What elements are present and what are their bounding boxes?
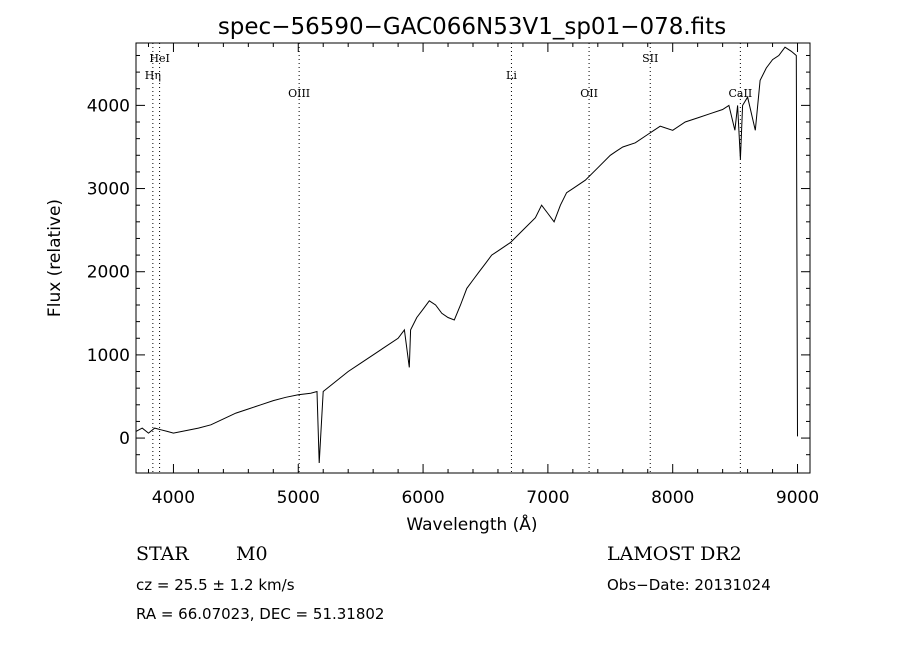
x-tick-label: 8000 [651,488,694,508]
survey-name: LAMOST DR2 [607,543,742,565]
x-tick-label: 4000 [152,488,195,508]
line-marker-label: CaII [729,87,753,100]
y-tick-label: 1000 [87,346,130,366]
x-tick-label: 5000 [277,488,320,508]
y-axis-label: Flux (relative) [45,199,65,317]
line-markers: HeI Hη OIII Li OII SII CaII [145,43,752,473]
y-axis-ticks: 0 1000 2000 3000 4000 [87,54,810,456]
line-marker-label: OIII [288,87,310,100]
x-axis-label: Wavelength (Å) [406,513,537,535]
plot-frame [135,42,811,474]
x-tick-label: 7000 [526,488,569,508]
redshift-line: cz = 25.5 ± 1.2 km/s [136,576,295,594]
line-marker-label: OII [580,87,598,100]
y-tick-label: 4000 [87,96,130,116]
line-marker-label: SII [642,52,658,65]
line-marker-label: Li [506,69,517,82]
object-subclass: M0 [236,543,268,565]
spectrum-line [135,46,798,464]
chart-title: spec−56590−GAC066N53V1_sp01−078.fits [218,14,726,40]
line-marker-label: HeI [149,52,169,65]
coordinates-line: RA = 66.07023, DEC = 51.31802 [136,605,384,623]
y-tick-label: 2000 [87,263,130,283]
x-tick-label: 6000 [401,488,444,508]
x-axis-ticks: 4000 5000 6000 7000 8000 9000 [147,43,819,508]
object-type: STAR [136,543,189,565]
obs-date-line: Obs−Date: 20131024 [607,576,771,594]
x-tick-label: 9000 [776,488,819,508]
line-marker-label: Hη [145,69,161,82]
y-tick-label: 3000 [87,180,130,200]
y-tick-label: 0 [119,429,130,449]
